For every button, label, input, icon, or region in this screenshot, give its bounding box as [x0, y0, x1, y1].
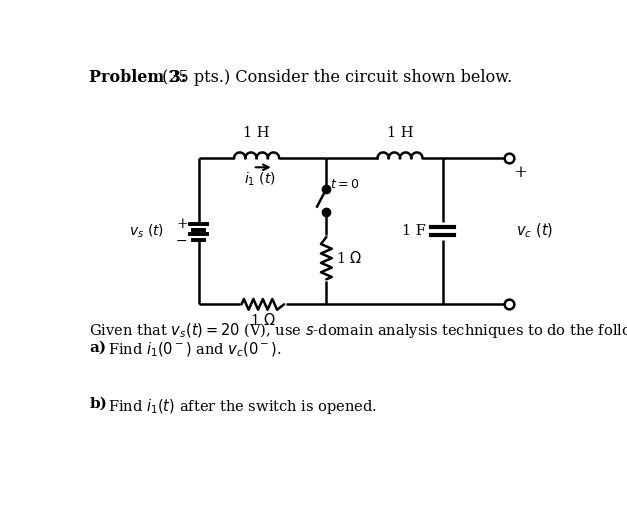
Text: 1 H: 1 H [243, 126, 270, 140]
Text: $v_c$ $(t)$: $v_c$ $(t)$ [516, 222, 554, 241]
Text: Given that $v_s(t) = 20$ (V), use $s$-domain analysis techniques to do the follo: Given that $v_s(t) = 20$ (V), use $s$-do… [89, 321, 627, 340]
Text: −: − [176, 233, 187, 247]
Text: 1 H: 1 H [387, 126, 413, 140]
Text: Problem 3:: Problem 3: [89, 68, 187, 85]
Text: (25 pts.) Consider the circuit shown below.: (25 pts.) Consider the circuit shown bel… [157, 68, 513, 85]
Text: $t=0$: $t=0$ [330, 179, 360, 192]
Text: b): b) [89, 397, 107, 411]
Text: 1 F: 1 F [402, 224, 426, 238]
Text: $v_s$ $(t)$: $v_s$ $(t)$ [129, 222, 164, 240]
Text: $i_1$ $(t)$: $i_1$ $(t)$ [244, 170, 276, 188]
Text: Find $i_1(0^-)$ and $v_c(0^-)$.: Find $i_1(0^-)$ and $v_c(0^-)$. [108, 340, 282, 359]
Text: 1 $\Omega$: 1 $\Omega$ [335, 250, 362, 266]
Text: +: + [513, 164, 527, 181]
Text: +: + [176, 216, 187, 231]
Text: 1 $\Omega$: 1 $\Omega$ [250, 312, 276, 328]
Text: a): a) [89, 340, 107, 354]
Text: Find $i_1(t)$ after the switch is opened.: Find $i_1(t)$ after the switch is opened… [108, 397, 377, 416]
